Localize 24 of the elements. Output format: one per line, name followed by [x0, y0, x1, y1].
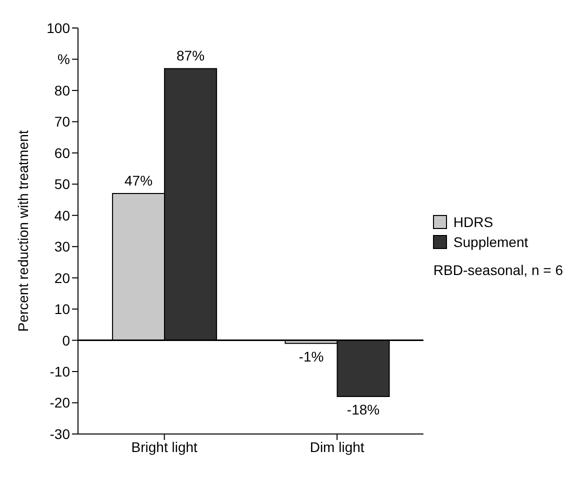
y-tick-label: 70: [54, 114, 70, 130]
y-tick-label: 60: [54, 144, 70, 161]
data-label: -1%: [298, 348, 324, 364]
y-tick-label: 10: [54, 301, 70, 318]
y-tick-label: 20: [54, 270, 70, 286]
y-axis-title: Percent reduction with treatment: [14, 130, 31, 332]
legend-label: HDRS: [453, 214, 494, 230]
y-tick-label: %: [58, 51, 70, 68]
text: RBD-seasonal, n = 6: [433, 262, 563, 278]
y-tick-label: 30: [54, 238, 70, 255]
data-label: 87%: [176, 48, 205, 64]
data-label: 47%: [124, 172, 153, 189]
y-tick-label: 50: [54, 176, 70, 192]
y-tick-label: 100: [46, 20, 70, 36]
y-tick-label: 80: [54, 82, 70, 98]
legend-label: Supplement: [453, 234, 528, 250]
data-label: -18%: [346, 402, 380, 418]
y-tick-label: -30: [50, 426, 70, 442]
x-tick-label: Dim light: [310, 438, 364, 455]
y-tick-label: 40: [54, 207, 70, 224]
y-tick-label: 0: [62, 332, 70, 348]
x-tick-label: Bright light: [131, 438, 198, 455]
y-tick-label: -10: [50, 364, 70, 380]
y-tick-label: -20: [50, 394, 70, 411]
